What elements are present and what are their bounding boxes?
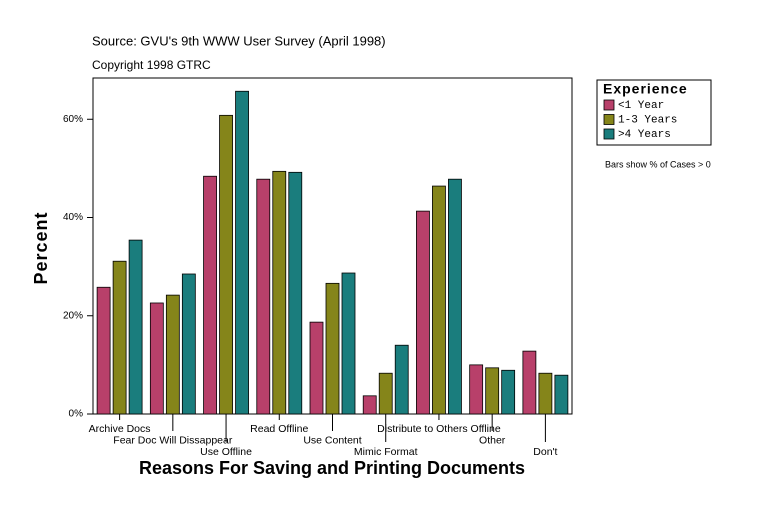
bar: [219, 114, 233, 415]
x-tick-label: Don't: [533, 446, 557, 458]
bar: [394, 344, 409, 415]
x-axis-title: Reasons For Saving and Printing Document…: [139, 458, 525, 478]
y-tick-label: 0%: [69, 409, 84, 420]
x-tick-label: Fear Doc Will Dissappear: [113, 434, 233, 446]
bar: [448, 178, 462, 415]
bar: [235, 90, 249, 415]
bar: [538, 372, 553, 415]
x-tick-label: Archive Docs: [89, 423, 151, 435]
bar: [181, 273, 196, 415]
y-tick-label: 20%: [63, 310, 83, 321]
y-axis-title: Percent: [31, 211, 51, 284]
bar: [378, 372, 393, 415]
bar: [165, 294, 180, 415]
y-tick-label: 60%: [63, 114, 83, 125]
legend-swatch: [603, 114, 615, 125]
bar: [432, 185, 446, 415]
bar: [288, 171, 303, 415]
legend-box: [596, 79, 712, 146]
bar: [522, 350, 537, 415]
x-tick-label: Use Content: [303, 434, 361, 446]
bar: [96, 286, 111, 415]
source: Source: GVU's 9th WWW User Survey (April…: [92, 33, 386, 48]
x-tick-label: Use Offline: [200, 446, 252, 458]
x-tick-label: Distribute to Others Offline: [377, 423, 501, 435]
legend-title: Experience: [603, 81, 688, 97]
x-tick-label: Read Offline: [250, 423, 308, 435]
bar: [485, 367, 500, 415]
note: Bars show % of Cases > 0: [605, 159, 711, 169]
y-tick-label: 40%: [63, 212, 83, 223]
x-tick-label: Other: [479, 434, 506, 446]
legend-swatch: [603, 99, 615, 111]
bar: [341, 272, 356, 415]
bar: [309, 321, 324, 415]
bar: [256, 178, 271, 415]
bar: [501, 369, 516, 415]
legend-swatch: [603, 128, 615, 140]
bar: [203, 175, 217, 415]
bar: [149, 302, 164, 415]
legend-label: 1-3 Years: [618, 114, 677, 126]
legend-label: >4 Years: [618, 129, 671, 141]
bar: [325, 282, 340, 415]
bar: [469, 364, 484, 415]
bar: [416, 210, 430, 415]
bar: [272, 170, 287, 415]
bar: [554, 374, 569, 415]
copyright: Copyright 1998 GTRC: [92, 58, 211, 72]
bar: [112, 260, 127, 415]
bar: [128, 239, 143, 415]
x-tick-label: Mimic Format: [354, 446, 418, 458]
legend-label: <1 Year: [618, 100, 664, 112]
bar: [362, 395, 377, 415]
